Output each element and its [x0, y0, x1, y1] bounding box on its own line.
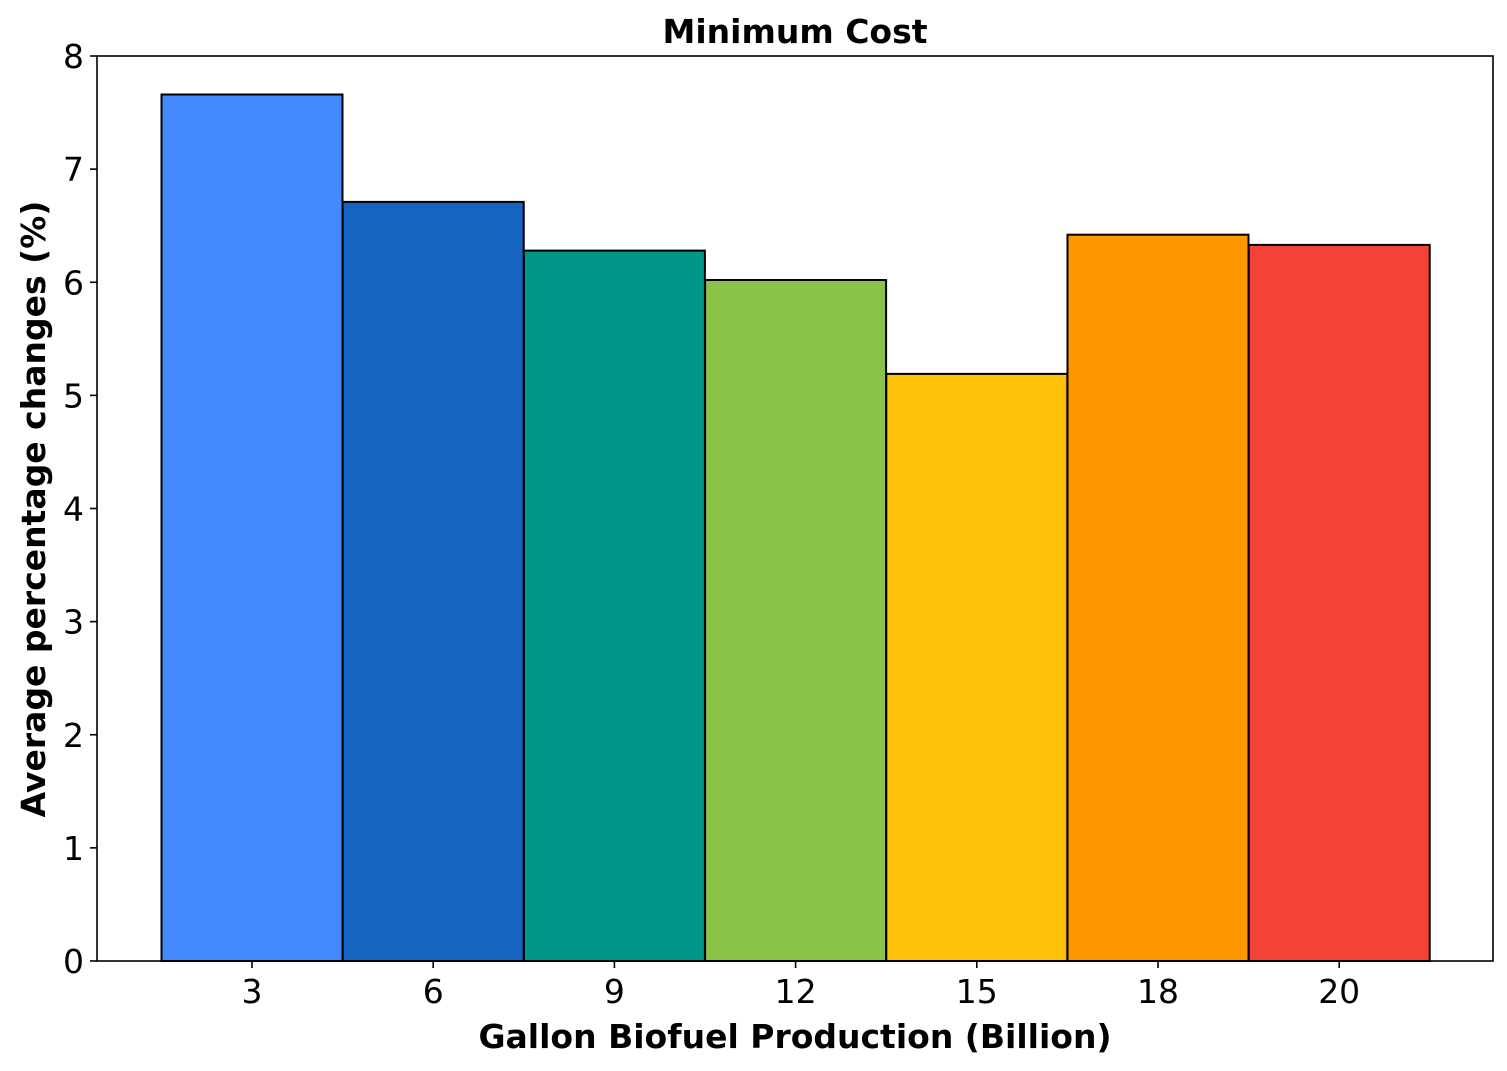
bar-9 [522, 249, 706, 963]
x-tick-label-3: 3 [242, 972, 263, 1011]
x-tick-label-12: 12 [775, 972, 817, 1011]
y-tick-label-2: 2 [63, 716, 84, 755]
y-tick-label-8: 8 [63, 37, 84, 76]
bars-group [160, 93, 1431, 963]
y-axis: 0 1 2 3 4 5 6 7 8 [63, 37, 97, 981]
bar-20 [1247, 243, 1431, 962]
y-tick-label-0: 0 [63, 942, 84, 981]
bar-15 [885, 372, 1069, 962]
y-tick-label-4: 4 [63, 490, 84, 529]
x-tick-label-18: 18 [1137, 972, 1179, 1011]
y-tick-label-1: 1 [63, 829, 84, 868]
bar-6 [341, 200, 525, 962]
bar-12 [704, 279, 888, 962]
y-tick-label-3: 3 [63, 603, 84, 642]
x-tick-label-20: 20 [1318, 972, 1360, 1011]
x-axis-label: Gallon Biofuel Production (Billion) [478, 1017, 1111, 1056]
y-axis-label: Average percentage changes (%) [14, 201, 53, 818]
y-tick-label-7: 7 [63, 150, 84, 189]
y-tick-label-5: 5 [63, 376, 84, 415]
bar-3 [160, 93, 344, 962]
x-tick-label-15: 15 [956, 972, 998, 1011]
x-axis: 3 6 9 12 15 18 20 [242, 961, 1360, 1011]
y-tick-label-6: 6 [63, 263, 84, 302]
x-tick-label-6: 6 [423, 972, 444, 1011]
bar-18 [1066, 233, 1250, 962]
chart-title: Minimum Cost [662, 12, 927, 51]
x-tick-label-9: 9 [604, 972, 625, 1011]
